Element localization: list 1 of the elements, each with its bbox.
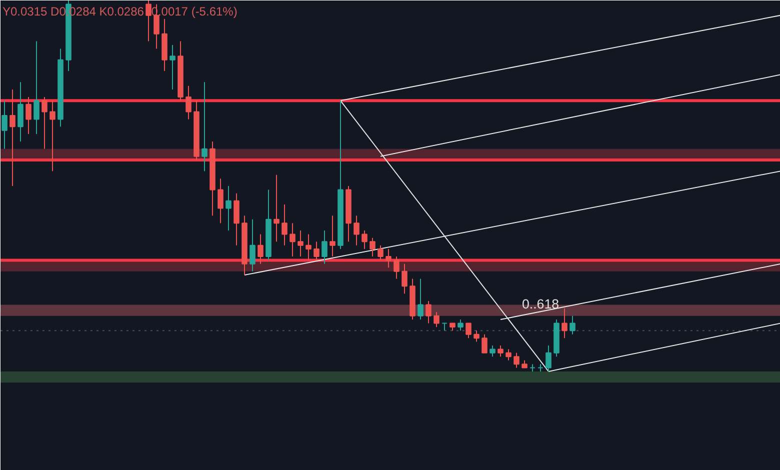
annotation: 0..618: [522, 296, 560, 312]
